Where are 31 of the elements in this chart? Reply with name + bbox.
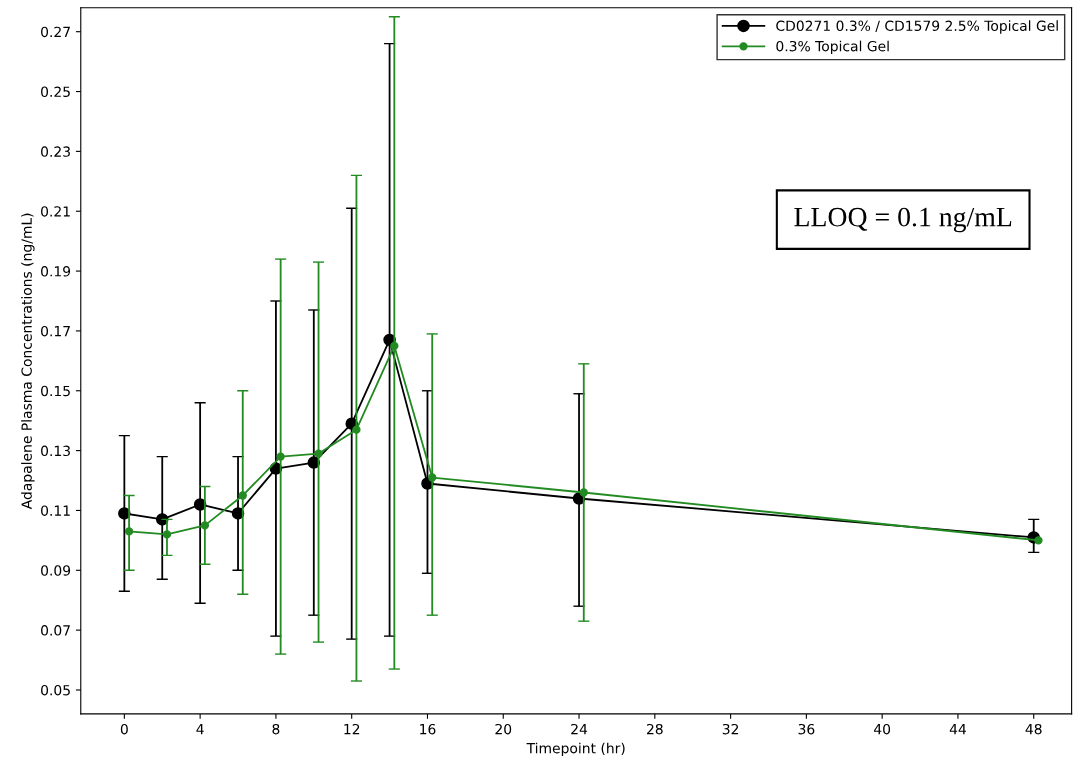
x-tick-label: 36 [798,723,815,735]
x-tick-label: 16 [420,723,436,735]
y-tick-label: 0.27 [41,26,70,38]
y-tick-label: 0.05 [41,684,70,696]
x-tick-label: 4 [196,724,204,735]
y-tick-label: 0.13 [41,445,70,457]
y-axis-title: Adapalene Plasma Concentrations (ng/mL) [21,213,35,510]
y-tick-label: 0.15 [41,385,70,397]
x-tick-label: 8 [272,723,280,735]
x-tick-label: 40 [874,723,891,735]
x-tick-label: 32 [722,723,739,735]
x-tick-label: 48 [1025,723,1042,735]
x-tick-label: 12 [344,723,360,735]
x-tick-label: 24 [571,723,588,735]
y-tick-label: 0.21 [41,206,70,217]
y-tick-label: 0.23 [41,146,70,157]
x-tick-label: 0 [120,723,128,735]
x-axis-title: Timepoint (hr) [526,742,625,757]
x-tick-label: 20 [495,723,512,735]
y-tick-label: 0.25 [41,86,70,98]
point [1034,536,1043,545]
legend-label: 0.3% Topical Gel [776,40,889,55]
y-tick-label: 0.11 [41,505,70,516]
y-tick-label: 0.17 [41,325,70,337]
y-tick-label: 0.07 [41,625,70,636]
legend-label: CD0271 0.3% / CD1579 2.5% Topical Gel [776,20,1058,34]
y-tick-label: 0.09 [41,565,71,576]
x-tick-label: 44 [949,724,966,735]
x-tick-label: 28 [647,723,663,735]
y-tick-label: 0.19 [41,266,71,277]
annotation: LLOQ = 0.1 ng/mL [794,207,1012,233]
